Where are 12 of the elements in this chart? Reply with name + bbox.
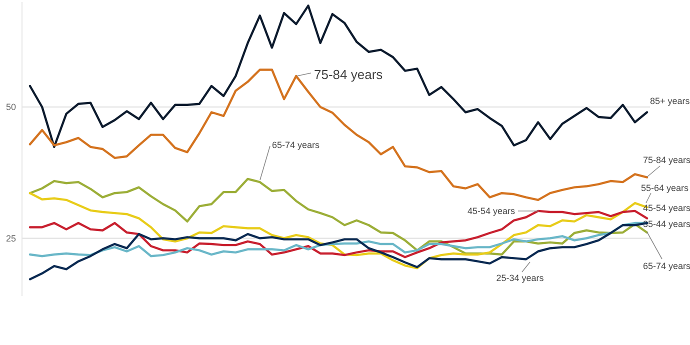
series-label: 85+ years (650, 96, 690, 106)
series-label: 55-64 years (641, 183, 690, 193)
line-series (28, 4, 648, 148)
text: 65-74 years (643, 261, 690, 271)
annotation: 45-54 years (467, 206, 516, 216)
annotation: 75-84 years (314, 67, 384, 82)
annotation: 65-74 years (272, 140, 320, 150)
series-label: 75-84 years (643, 155, 690, 165)
series-label: 25-34 years (496, 273, 544, 283)
series-label: 45-54 years (643, 203, 690, 213)
y-tick-label: 25 (6, 233, 16, 244)
y-tick-label: 50 (6, 102, 16, 112)
